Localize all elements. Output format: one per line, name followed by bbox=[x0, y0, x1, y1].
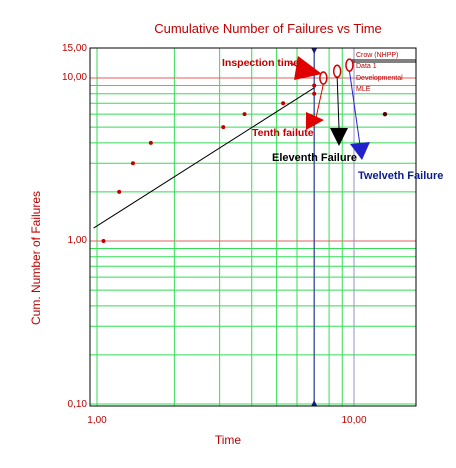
x-tick-label: 10,00 bbox=[341, 415, 366, 426]
legend-item: Crow (NHPP) bbox=[356, 52, 398, 59]
y-tick-label: 15,00 bbox=[62, 43, 87, 54]
y-tick-label: 1,00 bbox=[68, 235, 88, 246]
arrow-tenth-shaft bbox=[315, 83, 324, 119]
data-point bbox=[312, 83, 317, 88]
arrow-twelveth-shaft bbox=[348, 71, 361, 146]
x-axis-title: Time bbox=[215, 433, 242, 447]
crow-fit-line bbox=[93, 87, 315, 229]
legend-item: MLE bbox=[356, 86, 371, 93]
x-tick-label: 1,00 bbox=[87, 415, 107, 426]
grid bbox=[90, 48, 416, 406]
plot-frame bbox=[89, 47, 417, 407]
y-tick-label: 10,00 bbox=[62, 72, 87, 83]
data-point bbox=[148, 140, 153, 145]
data-point-extra bbox=[382, 111, 388, 117]
annotation-eleventh-failure: Eleventh Failure bbox=[272, 152, 357, 164]
predicted-failure-ellipse bbox=[332, 64, 342, 79]
legend: Crow (NHPP) Data 1 Developmental MLE bbox=[356, 52, 403, 93]
data-point bbox=[101, 239, 106, 243]
data-point bbox=[117, 189, 122, 194]
annotation-tenth-failure: Tenth failute bbox=[252, 127, 314, 139]
legend-item: Developmental bbox=[356, 75, 403, 82]
annotation-arrows bbox=[289, 56, 370, 160]
arrow-tenth-head bbox=[306, 112, 324, 130]
y-tick-label: 0,10 bbox=[68, 399, 88, 410]
data-point bbox=[130, 161, 135, 166]
inspection-marker-top bbox=[311, 48, 318, 54]
inspection-marker-bottom bbox=[311, 400, 318, 406]
arrow-inspection-head bbox=[294, 56, 322, 80]
crow-nhpp-line bbox=[93, 87, 315, 229]
arrow-twelveth-head bbox=[350, 142, 370, 160]
data-point bbox=[242, 112, 247, 117]
annotation-twelveth-failure: Twelveth Failure bbox=[358, 170, 443, 182]
data-points bbox=[101, 83, 388, 243]
predicted-failure-ellipse bbox=[345, 58, 354, 72]
data-point bbox=[221, 125, 226, 130]
legend-item: Data 1 bbox=[356, 63, 377, 70]
predicted-failures bbox=[319, 58, 354, 85]
data-point bbox=[312, 91, 317, 96]
data-point bbox=[281, 101, 286, 106]
annotation-inspection-time: Inspection time bbox=[222, 57, 299, 69]
y-axis-title: Cum. Number of Failures bbox=[29, 191, 43, 325]
arrow-eleventh-shaft bbox=[336, 77, 340, 129]
chart-title: Cumulative Number of Failures vs Time bbox=[154, 21, 382, 36]
reference-lines bbox=[90, 48, 416, 406]
arrow-eleventh-head bbox=[330, 128, 348, 146]
